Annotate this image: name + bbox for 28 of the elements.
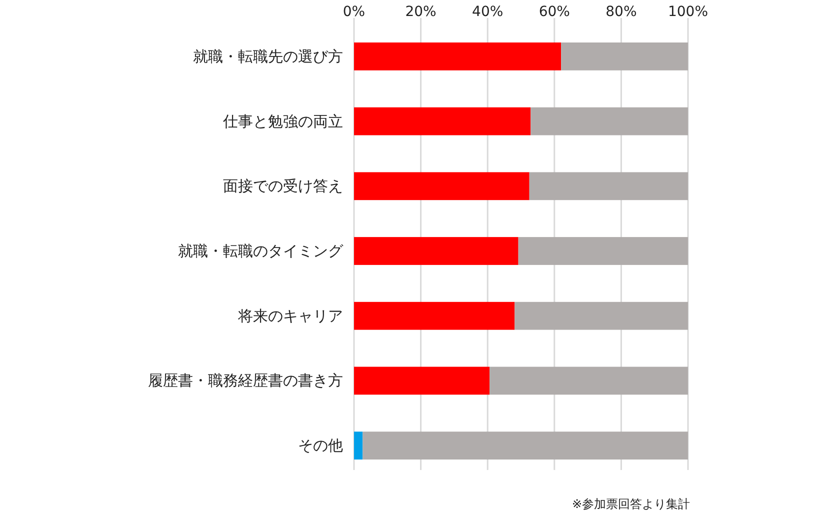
bar (514, 302, 688, 330)
y-tick-label: 面接での受け答え (223, 177, 343, 196)
y-tick-label: その他 (298, 436, 343, 455)
x-tick-label: 80% (606, 4, 637, 20)
y-tick-label: 就職・転職先の選び方 (193, 47, 343, 66)
y-tick-label: 将来のキャリア (237, 306, 343, 325)
bar (354, 432, 363, 460)
y-tick-label: 就職・転職のタイミング (178, 242, 344, 260)
y-tick-label: 履歴書・職務経歴書の書き方 (148, 372, 343, 390)
bar (561, 42, 688, 70)
text: ※参加票回答より集計 (572, 497, 690, 511)
bar (530, 107, 688, 136)
bar (362, 432, 688, 460)
x-tick-label: 0% (342, 4, 366, 20)
x-tick-label: 20% (405, 4, 436, 20)
bar (529, 172, 688, 200)
bar (354, 366, 490, 395)
bar (354, 237, 518, 265)
bar (354, 172, 530, 200)
bar (354, 302, 515, 330)
x-tick-label: 100% (668, 4, 708, 20)
x-tick-label: 40% (472, 4, 504, 20)
bar (490, 366, 688, 395)
bar (354, 42, 562, 70)
bar (354, 107, 531, 136)
bar (518, 237, 688, 265)
x-tick-label: 60% (538, 4, 570, 20)
y-tick-label: 仕事と勉強の両立 (222, 112, 343, 130)
